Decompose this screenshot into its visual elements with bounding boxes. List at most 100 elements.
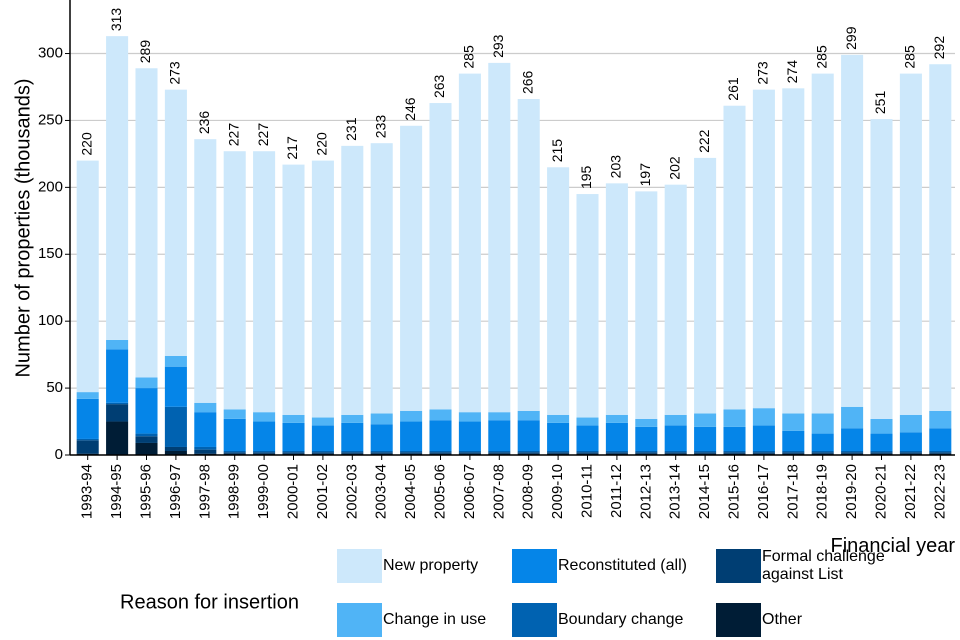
bar-segment xyxy=(135,442,158,455)
bar-segment xyxy=(782,413,805,431)
y-axis-label: Number of properties (thousands) xyxy=(12,78,34,377)
bar-segment xyxy=(194,446,217,450)
bar-segment xyxy=(106,339,129,350)
total-label: 299 xyxy=(843,26,859,50)
bar-segment xyxy=(400,125,423,411)
total-label: 215 xyxy=(549,139,565,163)
legend-title: Reason for insertion xyxy=(120,591,299,613)
bar-segment xyxy=(547,414,570,423)
x-tick-label: 2006-07 xyxy=(461,464,478,519)
bar-segment xyxy=(370,450,393,453)
y-tick-label: 300 xyxy=(38,44,63,61)
bar-segment xyxy=(664,425,687,451)
total-label: 222 xyxy=(696,129,712,153)
bar-segment xyxy=(664,414,687,426)
x-tick-label: 2002-03 xyxy=(343,464,360,519)
bar-segment xyxy=(664,452,687,454)
bar-segment xyxy=(841,406,864,429)
x-tick-label: 2013-14 xyxy=(667,464,684,519)
bar-segment xyxy=(694,157,717,414)
total-label: 273 xyxy=(167,61,183,85)
bar-segment xyxy=(488,450,511,453)
legend-label-box: Boundary change xyxy=(558,611,684,628)
total-label: 246 xyxy=(402,97,418,121)
x-tick-label: 1994-95 xyxy=(108,464,125,519)
total-label: 217 xyxy=(284,136,300,160)
bar-segment xyxy=(341,145,364,415)
bar-segment xyxy=(605,414,628,423)
bar-segment xyxy=(605,422,628,451)
bar-segment xyxy=(106,421,129,455)
bar-segment xyxy=(576,450,599,453)
bar-segment xyxy=(870,433,893,451)
total-label: 273 xyxy=(755,61,771,85)
bar-segment xyxy=(635,452,658,454)
bar-segment xyxy=(635,426,658,451)
bar-segment xyxy=(723,409,746,427)
total-label: 227 xyxy=(255,123,271,147)
x-tick-label: 2020-21 xyxy=(872,464,889,519)
bar-segment xyxy=(811,413,834,434)
bar-segment xyxy=(164,366,187,407)
bar-segment xyxy=(782,88,805,414)
bar-segment xyxy=(547,450,570,453)
bar-segment xyxy=(429,452,452,454)
bar-segment xyxy=(694,413,717,427)
bar-segment xyxy=(341,422,364,451)
bar-segment xyxy=(811,433,834,451)
x-tick-label: 2003-04 xyxy=(373,464,390,519)
total-label: 285 xyxy=(902,45,918,69)
bar-segment xyxy=(811,450,834,453)
bar-segment xyxy=(547,167,570,415)
bar-segment xyxy=(576,452,599,454)
total-label: 233 xyxy=(372,115,388,139)
bar-segment xyxy=(782,450,805,453)
y-tick-label: 200 xyxy=(38,178,63,195)
bar-segment xyxy=(517,410,540,421)
x-tick-label: 2015-16 xyxy=(725,464,742,519)
total-label: 293 xyxy=(490,34,506,58)
legend-label: Boundary change xyxy=(558,611,684,628)
bar-segment xyxy=(664,184,687,415)
bar-segment xyxy=(458,421,481,451)
bar-segment xyxy=(370,452,393,454)
x-tick-label: 2018-19 xyxy=(814,464,831,519)
bar-segment xyxy=(694,426,717,451)
bar-segment xyxy=(164,446,187,451)
bar-segment xyxy=(870,450,893,453)
legend-swatch xyxy=(716,549,761,583)
x-tick-label: 1999-00 xyxy=(255,464,272,519)
total-label: 292 xyxy=(931,36,947,60)
bar-segment xyxy=(135,388,158,434)
bar-segment xyxy=(929,64,952,411)
y-tick-label: 150 xyxy=(38,245,63,262)
bar-segment xyxy=(282,452,305,454)
bar-segment xyxy=(282,164,305,415)
legend-label: Reconstituted (all) xyxy=(558,557,687,574)
bar-segment xyxy=(694,452,717,454)
x-tick-label: 2009-10 xyxy=(549,464,566,519)
bar-segment xyxy=(899,73,922,415)
bar-segment xyxy=(223,151,246,410)
total-label: 236 xyxy=(196,111,212,135)
y-tick-label: 100 xyxy=(38,312,63,329)
total-label: 231 xyxy=(343,117,359,141)
bar-segment xyxy=(311,160,334,418)
bar-segment xyxy=(400,421,423,451)
bar-segment xyxy=(458,73,481,413)
bar-segment xyxy=(605,452,628,454)
bar-segment xyxy=(811,73,834,414)
bar-segment xyxy=(106,404,129,422)
total-label: 266 xyxy=(519,70,535,94)
total-label: 195 xyxy=(578,165,594,189)
bar-segment xyxy=(194,139,217,403)
bar-segment xyxy=(106,402,129,405)
legend-label-box: Other xyxy=(762,611,802,628)
x-tick-label: 1998-99 xyxy=(226,464,243,519)
bar-segment xyxy=(223,418,246,451)
bar-segment xyxy=(400,450,423,453)
legend-label-wrap: Change in use xyxy=(383,599,583,640)
bar-segment xyxy=(576,417,599,426)
bar-segment xyxy=(841,450,864,453)
bar-segment xyxy=(341,452,364,454)
